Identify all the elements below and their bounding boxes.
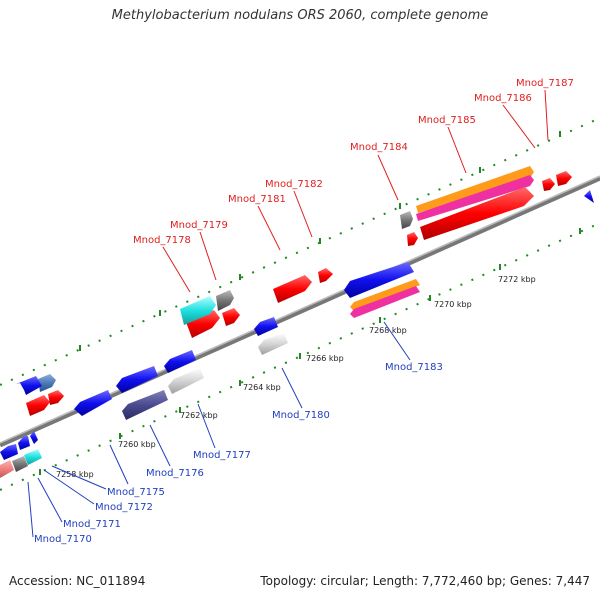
gene-blue-left — [16, 376, 42, 395]
gene-orange-7185 — [416, 166, 534, 213]
gene-magenta-7185 — [416, 175, 534, 221]
gene-label: Mnod_7182 — [265, 179, 323, 190]
gene-navy-7176 — [122, 390, 168, 420]
gene-cyan-7178 — [180, 296, 216, 325]
gene-blue-7171b — [30, 431, 38, 444]
gene-blue-7170 — [0, 444, 18, 460]
gene-light-7180 — [258, 333, 288, 355]
gene-label: Mnod_7186 — [474, 93, 532, 104]
gene-label: Mnod_7183 — [385, 362, 443, 373]
scale-label: 7270 kbp — [434, 300, 472, 309]
gene-magenta-7183 — [350, 286, 420, 318]
accession-text: Accession: NC_011894 — [9, 574, 146, 588]
gene-label: Mnod_7185 — [418, 115, 476, 126]
genome-summary-text: Topology: circular; Length: 7,772,460 bp… — [260, 574, 590, 588]
scale-label: 7272 kbp — [498, 275, 536, 284]
gene-label: Mnod_7181 — [228, 194, 286, 205]
gene-label: Mnod_7172 — [95, 502, 153, 513]
gene-label: Mnod_7171 — [63, 519, 121, 530]
gene-blue-7172 — [74, 390, 112, 416]
gene-light-7177 — [168, 368, 204, 394]
gene-label: Mnod_7184 — [350, 142, 408, 153]
gene-label: Mnod_7179 — [170, 220, 228, 231]
gene-pink-7170 — [0, 460, 14, 478]
gene-label: Mnod_7187 — [516, 78, 574, 89]
forward-gene-labels: Mnod_7178 Mnod_7179 Mnod_7181 Mnod_7182 … — [133, 78, 574, 293]
gene-gray-7184 — [400, 211, 413, 229]
gene-label: Mnod_7177 — [193, 450, 251, 461]
gene-blue-7183 — [344, 262, 414, 298]
gene-red-7187 — [556, 171, 572, 186]
gene-red-7185 — [420, 187, 534, 240]
gene-red-7184b — [407, 232, 418, 246]
scale-label: 7266 kbp — [306, 354, 344, 363]
page-title: Methylobacterium nodulans ORS 2060, comp… — [111, 8, 489, 23]
scale-label: 7258 kbp — [56, 470, 94, 479]
gene-red-7178 — [186, 310, 220, 338]
gene-blue-right — [584, 190, 594, 203]
scale-label: 7260 kbp — [118, 440, 156, 449]
gene-red-left2 — [48, 390, 64, 405]
gene-label: Mnod_7175 — [107, 487, 165, 498]
gene-label: Mnod_7170 — [34, 534, 92, 545]
gene-label: Mnod_7178 — [133, 235, 191, 246]
gene-red-7181 — [273, 275, 312, 303]
gene-blue-7171 — [18, 436, 30, 450]
gene-gray-7171 — [12, 456, 28, 472]
scale-label: 7264 kbp — [243, 383, 281, 392]
gene-red-left — [26, 395, 50, 416]
forward-features — [26, 166, 572, 416]
scale-labels: 7258 kbp 7260 kbp 7262 kbp 7264 kbp 7266… — [56, 275, 536, 479]
gene-cyan-7172 — [24, 449, 42, 465]
reverse-features — [0, 190, 594, 478]
reverse-gene-labels: Mnod_7170 Mnod_7171 Mnod_7172 Mnod_7175 … — [27, 321, 443, 545]
gene-blue-7180 — [254, 317, 278, 336]
gene-red-7186 — [542, 178, 555, 191]
gene-red-7182 — [318, 268, 333, 283]
gene-label: Mnod_7176 — [146, 468, 204, 479]
lower-major-ticks — [39, 228, 581, 475]
lower-scale-line — [0, 222, 600, 491]
gene-red-7179 — [222, 308, 240, 326]
gene-steel-left — [38, 374, 56, 392]
upper-scale-line — [0, 117, 600, 386]
gene-blue-7177a — [164, 350, 196, 373]
gene-blue-7175 — [116, 366, 158, 393]
gene-orange-7183 — [350, 279, 420, 311]
scale-label: 7262 kbp — [180, 411, 218, 420]
upper-major-ticks — [79, 131, 561, 351]
gene-label: Mnod_7180 — [272, 410, 330, 421]
scale-label: 7268 kbp — [369, 326, 407, 335]
gene-gray-7179 — [216, 290, 234, 311]
